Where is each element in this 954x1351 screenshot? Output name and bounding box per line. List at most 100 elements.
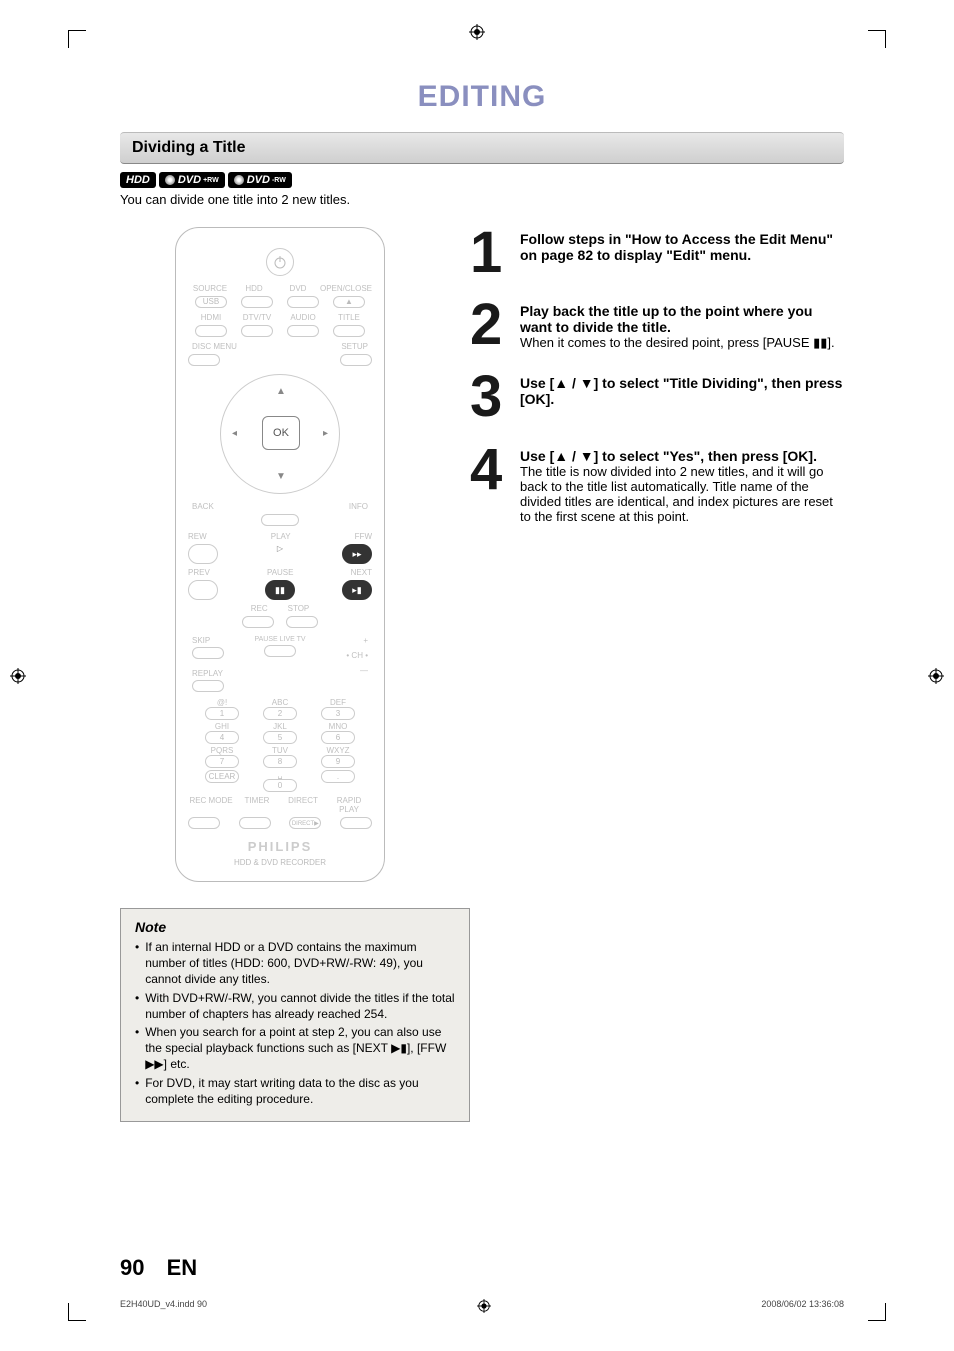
number-key: 6 xyxy=(321,731,355,744)
remote-label: OPEN/CLOSE xyxy=(320,284,372,293)
registration-mark-icon xyxy=(10,668,26,684)
power-icon xyxy=(266,248,294,276)
intro-text: You can divide one title into 2 new titl… xyxy=(120,192,844,207)
remote-label: DIRECT xyxy=(280,796,326,814)
step-lead: Use [▲ / ▼] to select "Title Dividing", … xyxy=(520,375,844,407)
number-key: . xyxy=(321,770,355,783)
crop-mark xyxy=(868,1303,886,1321)
timer-button xyxy=(239,817,271,829)
number-key: 1 xyxy=(205,707,239,720)
number-key: 5 xyxy=(263,731,297,744)
imprint-file: E2H40UD_v4.indd 90 xyxy=(120,1299,207,1313)
remote-label: PQRS xyxy=(196,746,248,755)
note-title: Note xyxy=(135,919,455,935)
remote-label: PREV xyxy=(188,568,210,577)
number-key: 4 xyxy=(205,731,239,744)
remote-button: USB xyxy=(195,296,227,308)
pause-live-tv-button xyxy=(264,645,296,657)
step: 2Play back the title up to the point whe… xyxy=(470,299,844,351)
number-key: CLEAR xyxy=(205,770,239,783)
rec-mode-button xyxy=(188,817,220,829)
remote-label: PAUSE LIVE TV xyxy=(251,636,310,643)
remote-button xyxy=(241,325,273,337)
direct-button: DIRECT▶ xyxy=(289,817,321,829)
remote-label: @! xyxy=(196,698,248,707)
prev-button xyxy=(188,580,218,600)
replay-button xyxy=(192,680,224,692)
remote-button xyxy=(241,296,273,308)
remote-label: DISC MENU xyxy=(192,342,237,351)
imprint-line: E2H40UD_v4.indd 90 2008/06/02 13:36:08 xyxy=(120,1299,844,1313)
format-badge: DVD-RW xyxy=(228,172,292,188)
page-lang: EN xyxy=(167,1255,198,1280)
remote-label: HDMI xyxy=(188,313,234,322)
remote-label: SKIP xyxy=(192,636,251,645)
crop-mark xyxy=(68,1303,86,1321)
crop-mark xyxy=(68,30,86,48)
remote-label: HDD xyxy=(232,284,276,293)
format-badge: DVD+RW xyxy=(159,172,225,188)
page-content: EDITING Dividing a Title HDDDVD+RWDVD-RW… xyxy=(120,80,844,1122)
step-lead: Play back the title up to the point wher… xyxy=(520,303,844,335)
number-key: 0 xyxy=(263,779,297,792)
step-number: 1 xyxy=(470,227,510,279)
remote-label: + xyxy=(309,636,368,645)
number-key: 9 xyxy=(321,755,355,768)
ffw-button: ▸▸ xyxy=(342,544,372,564)
remote-label: REW xyxy=(188,532,207,541)
remote-button xyxy=(195,325,227,337)
imprint-timestamp: 2008/06/02 13:36:08 xyxy=(761,1299,844,1313)
remote-label: NEXT xyxy=(351,568,372,577)
remote-label: ␣ xyxy=(254,770,306,779)
remote-button xyxy=(287,296,319,308)
remote-label: DTV/TV xyxy=(234,313,280,322)
step-number: 3 xyxy=(470,371,510,423)
remote-label: TIMER xyxy=(234,796,280,814)
remote-label: WXYZ xyxy=(312,746,364,755)
number-key: 3 xyxy=(321,707,355,720)
number-key: 7 xyxy=(205,755,239,768)
skip-button xyxy=(192,647,224,659)
remote-control-figure: SOURCEHDDDVDOPEN/CLOSE USB▲ HDMIDTV/TVAU… xyxy=(175,227,385,882)
rapid-play-button xyxy=(340,817,372,829)
remote-label: SETUP xyxy=(341,342,368,351)
remote-label: ABC xyxy=(254,698,306,707)
next-button: ▸▮ xyxy=(342,580,372,600)
remote-label: REC xyxy=(251,604,268,613)
dpad: OK ▲ ▼ ◂ ▸ xyxy=(210,374,350,494)
ok-button: OK xyxy=(262,416,300,450)
remote-label: JKL xyxy=(254,722,306,731)
remote-label: REC MODE xyxy=(188,796,234,814)
remote-button xyxy=(333,325,365,337)
stop-button xyxy=(286,616,318,628)
page-footer: 90 EN xyxy=(120,1255,197,1281)
crop-mark xyxy=(868,30,886,48)
remote-label: DVD xyxy=(276,284,320,293)
remote-label: • CH • xyxy=(309,651,368,660)
number-key: 2 xyxy=(263,707,297,720)
number-pad: @!1ABC2DEF3GHI4JKL5MNO6PQRS7TUV8WXYZ9CLE… xyxy=(196,698,364,792)
remote-label: INFO xyxy=(349,502,368,511)
section-heading: Dividing a Title xyxy=(120,132,844,164)
steps-column: 1 Follow steps in "How to Access the Edit… xyxy=(470,227,844,1122)
step-lead: Use [▲ / ▼] to select "Yes", then press … xyxy=(520,448,844,464)
remote-button: ▲ xyxy=(333,296,365,308)
remote-label: SOURCE xyxy=(188,284,232,293)
note-item: When you search for a point at step 2, y… xyxy=(135,1024,455,1073)
number-key: 8 xyxy=(263,755,297,768)
remote-label: BACK xyxy=(192,502,214,511)
remote-button xyxy=(188,354,220,366)
remote-button xyxy=(261,514,299,526)
pause-button: ▮▮ xyxy=(265,580,295,600)
format-badges: HDDDVD+RWDVD-RW xyxy=(120,172,844,188)
remote-label: PAUSE xyxy=(267,568,294,577)
note-item: With DVD+RW/-RW, you cannot divide the t… xyxy=(135,990,455,1022)
step-lead: Follow steps in "How to Access the Edit … xyxy=(520,231,844,263)
note-item: If an internal HDD or a DVD contains the… xyxy=(135,939,455,988)
rew-button xyxy=(188,544,218,564)
registration-mark-icon xyxy=(928,668,944,684)
step-number: 4 xyxy=(470,444,510,524)
step-detail: When it comes to the desired point, pres… xyxy=(520,335,844,351)
remote-label: MNO xyxy=(312,722,364,731)
remote-label: GHI xyxy=(196,722,248,731)
